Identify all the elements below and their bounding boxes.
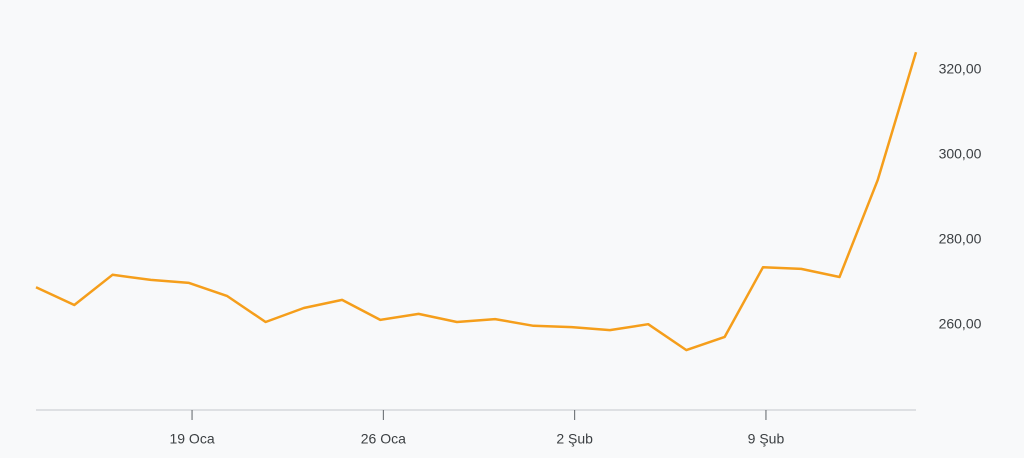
y-tick-label: 280,00 — [939, 231, 982, 247]
y-tick-label: 260,00 — [939, 316, 982, 332]
y-tick-label: 320,00 — [939, 61, 982, 77]
price-line — [35, 51, 918, 352]
x-tick-label: 9 Şub — [748, 431, 785, 447]
x-tick-label: 2 Şub — [556, 431, 593, 447]
x-tick-label: 26 Oca — [361, 431, 406, 447]
y-tick-label: 300,00 — [939, 146, 982, 162]
x-tick-label: 19 Oca — [169, 431, 214, 447]
